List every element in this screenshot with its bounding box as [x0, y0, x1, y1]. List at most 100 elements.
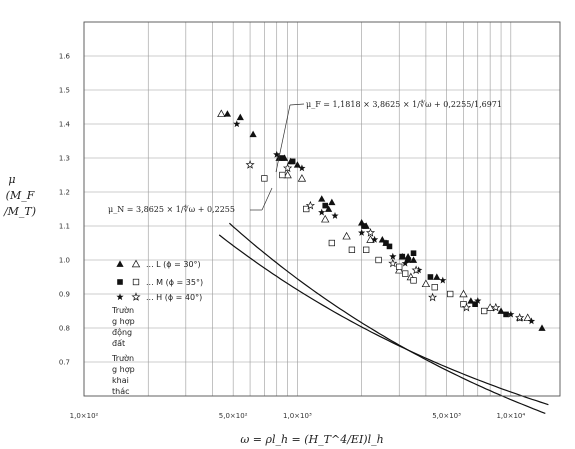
data-point-square-open — [328, 239, 335, 247]
data-point-triangle-filled — [223, 110, 232, 117]
data-point-square-open — [375, 256, 382, 264]
data-point-triangle-filled — [497, 307, 505, 314]
legend-symbols-h — [116, 292, 141, 301]
legend-marker-square-open — [132, 278, 140, 286]
data-point-square-filled — [383, 240, 389, 246]
data-point-square-open — [431, 284, 438, 291]
legend-label-m: ... M (ϕ = 35°) — [146, 278, 203, 287]
legend-entry-h: ... H (ϕ = 40°) — [116, 292, 202, 302]
curve-layer — [218, 222, 549, 414]
data-point-triangle-open — [217, 109, 226, 118]
legend-marker-triangle-open — [131, 259, 141, 268]
data-point-square-filled — [399, 253, 406, 260]
x-tick-label: 5,0×10² — [219, 412, 248, 420]
x-tick-label: 1,0×10⁴ — [496, 412, 525, 420]
data-point-square-open — [447, 290, 454, 298]
data-point-square-open — [481, 307, 488, 315]
data-point-star-open — [283, 163, 293, 173]
data-point-star-open — [428, 292, 438, 302]
data-point-square-filled — [279, 155, 286, 161]
data-point-triangle-open — [283, 170, 292, 179]
y-tick-label: 1.4 — [59, 121, 71, 129]
y-tick-label: 1.5 — [59, 87, 70, 95]
curve-mu-f — [228, 222, 546, 414]
y-tick-label: 1.2 — [59, 189, 70, 197]
curve-mu-n — [218, 234, 549, 406]
leader-mu-f — [289, 103, 305, 106]
x-tick-label: 5,0×10³ — [432, 412, 461, 420]
data-point-square-open — [261, 175, 268, 182]
data-point-star-filled — [298, 164, 306, 172]
tick-labels: 0.7 0.8 0.9 1.0 1.1 1.2 1.3 1.4 1.5 1.6 1,0×10² 5,0… — [59, 53, 526, 421]
point-layer — [217, 109, 546, 331]
legend-marker-square-filled — [117, 279, 123, 285]
legend-symbols-l — [116, 259, 141, 268]
plot-frame — [83, 21, 561, 397]
note-seismic-line-3: động — [112, 327, 132, 337]
y-axis-label-line-3: /M_T) — [3, 205, 36, 218]
note-operating-line-2: g hợp — [112, 365, 135, 374]
data-point-triangle-filled — [236, 113, 244, 121]
legend-label-l: ... L (ϕ = 30°) — [146, 260, 201, 269]
data-point-square-filled — [410, 250, 417, 256]
data-point-square-open — [348, 246, 356, 253]
data-point-square-filled — [503, 311, 509, 318]
legend: ... L (ϕ = 30°) ... M (ϕ = 35°) ... H (ϕ… — [111, 259, 203, 396]
legend-marker-star-filled — [116, 293, 124, 301]
data-point-square-filled — [472, 301, 478, 307]
legend-entry-l: ... L (ϕ = 30°) — [116, 259, 201, 269]
data-point-star-open — [491, 302, 501, 312]
data-point-triangle-filled — [538, 324, 546, 331]
data-point-star-open — [305, 200, 315, 210]
data-point-star-filled — [318, 208, 326, 216]
data-point-triangle-filled — [409, 256, 418, 263]
formula-mu-f: μ_F = 1,1818 × 3,8625 × 1/∜ω + 0,2255/1,… — [306, 99, 502, 109]
leader-mu-f-2 — [275, 104, 291, 173]
data-point-triangle-open — [321, 214, 330, 223]
note-seismic-line-1: Trườn — [111, 305, 134, 315]
legend-symbols-m — [117, 278, 140, 286]
data-point-triangle-filled — [293, 161, 302, 168]
legend-marker-triangle-filled — [116, 260, 124, 267]
data-point-square-open — [396, 263, 403, 270]
data-point-triangle-filled — [433, 273, 441, 280]
x-tick-label: 1,0×10² — [70, 412, 99, 420]
data-point-star-filled — [358, 229, 366, 236]
note-operating-line-1: Trườn — [111, 353, 134, 363]
data-point-square-open — [303, 205, 310, 213]
data-point-star-filled — [401, 259, 409, 267]
data-point-square-filled — [361, 223, 367, 229]
data-point-star-open — [461, 302, 472, 312]
data-point-star-filled — [233, 120, 241, 128]
data-point-square-open — [363, 246, 370, 253]
legend-marker-star-open — [131, 292, 141, 301]
data-point-star-filled — [439, 276, 447, 284]
data-point-square-filled — [405, 257, 411, 263]
data-point-triangle-open — [523, 313, 532, 322]
data-point-square-open — [279, 171, 286, 179]
leader-mu-n-2 — [261, 187, 273, 211]
data-point-triangle-filled — [318, 195, 326, 202]
data-point-triangle-open — [342, 231, 351, 240]
data-point-triangle-open — [297, 174, 307, 182]
annotation-mu-n: μ_N = 3,8625 × 1/∜ω + 0,2255 — [108, 187, 273, 214]
note-seismic-line-2: g hợp — [112, 317, 135, 326]
data-point-star-filled — [527, 317, 536, 325]
note-operating-line-3: khai — [112, 376, 129, 385]
data-point-square-filled — [427, 274, 434, 280]
y-tick-label: 1.0 — [59, 257, 70, 265]
data-point-star-filled — [474, 297, 482, 304]
y-tick-label: 1.6 — [59, 53, 71, 61]
data-point-star-filled — [507, 310, 515, 318]
y-tick-label: 0.7 — [59, 359, 70, 367]
note-seismic-line-4: đất — [112, 338, 125, 348]
y-tick-label: 0.9 — [59, 291, 70, 299]
legend-label-h: ... H (ϕ = 40°) — [146, 293, 202, 302]
legend-note-operating: Trườn g hợp khai thác — [111, 353, 135, 396]
y-axis-label-line-2: (M_F — [6, 189, 35, 202]
data-point-square-filled — [322, 202, 329, 209]
data-point-triangle-open — [485, 303, 495, 311]
y-axis-label-line-1: μ — [8, 173, 15, 186]
data-point-star-filled — [331, 212, 339, 219]
